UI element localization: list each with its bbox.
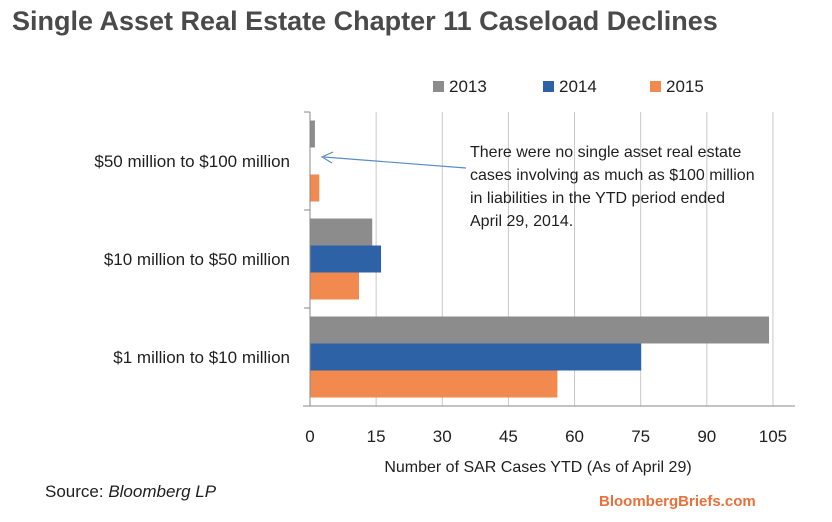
annotation-line-2: cases involving as much as $100 million xyxy=(470,167,755,184)
x-tick-label: 45 xyxy=(499,427,518,446)
bar-2013-1 xyxy=(310,120,315,148)
bar-2015-3 xyxy=(310,370,558,398)
x-tick-label: 30 xyxy=(433,427,452,446)
page-title: Single Asset Real Estate Chapter 11 Case… xyxy=(12,6,718,36)
annotation-line-1: There were no single asset real estate xyxy=(470,144,741,161)
annotation-arrowhead xyxy=(320,151,334,164)
x-tick-label: 60 xyxy=(565,427,584,446)
annotation-line-4: April 29, 2014. xyxy=(470,213,573,230)
annotation-arrow-line xyxy=(323,156,467,169)
source-name: Bloomberg LP xyxy=(108,482,217,501)
x-tick-label: 105 xyxy=(759,427,787,446)
annotation-line-3: in liabilities in the YTD period ended xyxy=(470,190,725,207)
legend-swatch-2013 xyxy=(433,81,444,92)
legend: 2013 2014 2015 xyxy=(433,77,704,96)
legend-swatch-2014 xyxy=(543,81,554,92)
brand-watermark: BloombergBriefs.com xyxy=(599,493,756,510)
bar-2013-2 xyxy=(310,218,373,246)
category-label: $50 million to $100 million xyxy=(94,152,290,171)
annotation-text: There were no single asset real estate c… xyxy=(470,144,759,230)
legend-label-2015: 2015 xyxy=(666,77,704,96)
x-tick-label: 75 xyxy=(631,427,650,446)
bar-2013-3 xyxy=(310,316,770,344)
x-axis-label: Number of SAR Cases YTD (As of April 29) xyxy=(384,459,691,476)
source-note: Source: Bloomberg LP xyxy=(45,482,216,502)
x-axis-ticks: 0 15 30 45 60 75 90 105 xyxy=(305,427,787,446)
annotation: There were no single asset real estate c… xyxy=(320,144,759,230)
category-label: $1 million to $10 million xyxy=(113,348,290,367)
bar-2015-1 xyxy=(310,174,320,202)
bar-2015-2 xyxy=(310,272,359,300)
source-prefix: Source: xyxy=(45,482,109,501)
bar-2014-3 xyxy=(310,343,642,371)
x-tick-label: 15 xyxy=(367,427,386,446)
legend-swatch-2015 xyxy=(650,81,661,92)
x-tick-label: 0 xyxy=(305,427,314,446)
category-label: $10 million to $50 million xyxy=(104,250,290,269)
bars xyxy=(310,120,770,398)
x-tick-label: 90 xyxy=(697,427,716,446)
bar-2014-2 xyxy=(310,245,382,273)
category-tick-marks xyxy=(304,111,310,407)
category-labels: $50 million to $100 million $10 million t… xyxy=(94,152,290,367)
legend-label-2013: 2013 xyxy=(449,77,487,96)
legend-label-2014: 2014 xyxy=(559,77,597,96)
